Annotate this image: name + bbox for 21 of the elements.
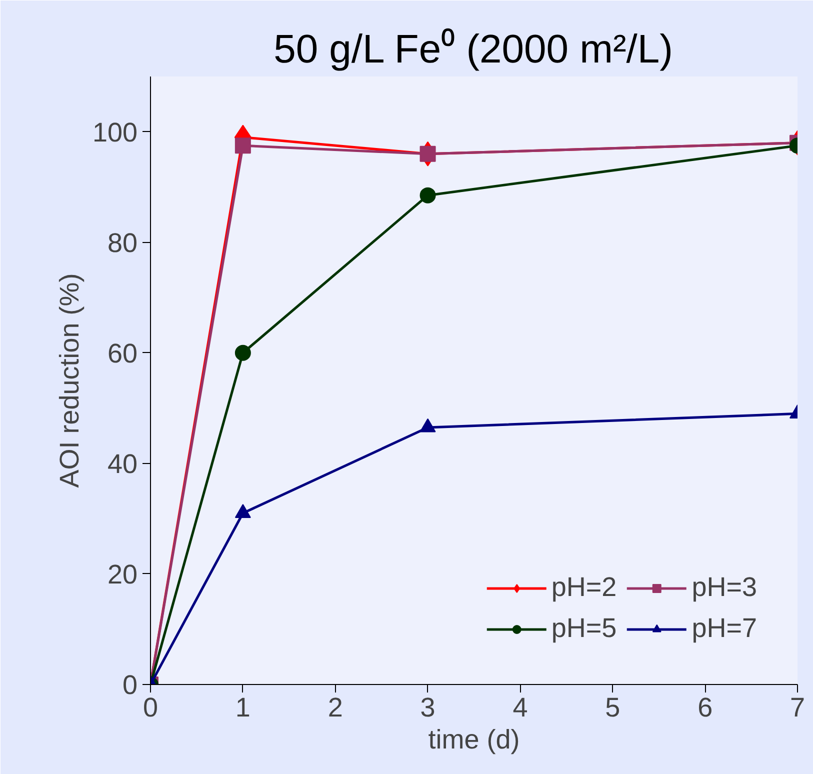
legend-label: pH=7 [692,613,757,644]
x-tick-label: 4 [512,692,528,722]
y-tick-label: 20 [107,559,138,590]
y-tick-label: 80 [107,228,138,258]
legend-label: pH=3 [692,572,757,603]
y-axis-title: AOI reduction (%) [54,273,84,488]
legend-label: pH=5 [551,613,617,644]
x-tick-label: 6 [698,692,713,722]
x-axis-title: time (d) [428,724,520,754]
legend-label: pH=2 [551,572,617,603]
x-tick-label: 5 [605,692,620,722]
x-tick-label: 1 [235,692,250,722]
y-tick-label: 60 [107,338,138,368]
x-tick-label: 3 [420,692,436,722]
x-tick-label: 0 [142,692,158,722]
y-tick-label: 100 [92,117,138,148]
x-tick-label: 2 [328,692,343,722]
y-tick-label: 40 [107,448,138,479]
chart-title: 50 g/L Fe⁰ (2000 m²/L) [274,28,673,72]
y-tick-label: 0 [122,670,138,700]
x-tick-label: 7 [790,692,806,722]
